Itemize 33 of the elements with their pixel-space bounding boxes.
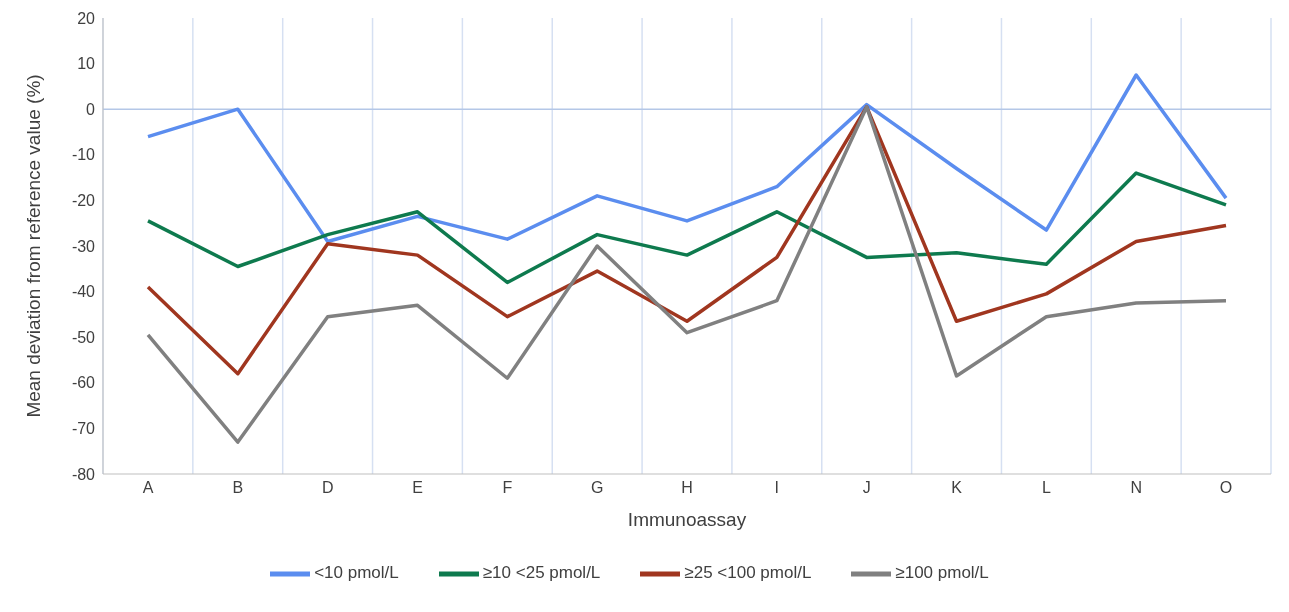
legend-label: ≥25 <100 pmol/L: [684, 563, 812, 583]
y-tick-label: -50: [71, 328, 96, 346]
y-tick-label: 10: [77, 55, 96, 73]
x-tick-label: J: [862, 479, 871, 497]
line-series: [146, 171, 1228, 285]
y-tick-label: -40: [71, 283, 96, 301]
line-series: [146, 73, 1228, 244]
x-tick-label: H: [681, 479, 693, 497]
y-axis-title: Mean deviation from reference value (%): [22, 74, 44, 418]
x-tick-label: K: [951, 479, 963, 497]
y-tick-label: -20: [71, 192, 96, 210]
x-tick-label: G: [590, 479, 604, 497]
y-tick-label: 0: [86, 100, 96, 118]
x-tick-label: A: [142, 479, 154, 497]
y-tick-label: -10: [71, 146, 96, 164]
x-tick-label: O: [1219, 479, 1233, 497]
y-tick-label: -30: [71, 237, 96, 255]
x-axis-title: Immunoassay: [627, 509, 747, 530]
legend-label: <10 pmol/L: [314, 563, 399, 583]
y-tick-label: -60: [71, 374, 96, 392]
y-tick-label: 20: [77, 9, 96, 27]
y-tick-label: -70: [71, 420, 96, 438]
legend-label: ≥100 pmol/L: [895, 563, 989, 583]
x-tick-label: D: [321, 479, 334, 497]
x-tick-label: L: [1041, 479, 1051, 497]
x-tick-label: F: [502, 479, 513, 497]
x-tick-label: B: [232, 479, 244, 497]
line-series: [146, 105, 1228, 444]
x-tick-label: E: [412, 479, 423, 497]
y-tick-label: -80: [71, 465, 96, 483]
x-tick-label: N: [1130, 479, 1142, 497]
legend-label: ≥10 <25 pmol/L: [482, 563, 601, 583]
x-tick-label: I: [774, 479, 780, 497]
